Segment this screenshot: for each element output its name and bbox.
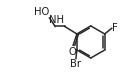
Text: NH: NH: [49, 15, 64, 25]
Text: O: O: [68, 47, 76, 57]
Text: F: F: [112, 23, 118, 33]
Text: Br: Br: [70, 59, 81, 69]
Text: HO: HO: [34, 7, 49, 17]
